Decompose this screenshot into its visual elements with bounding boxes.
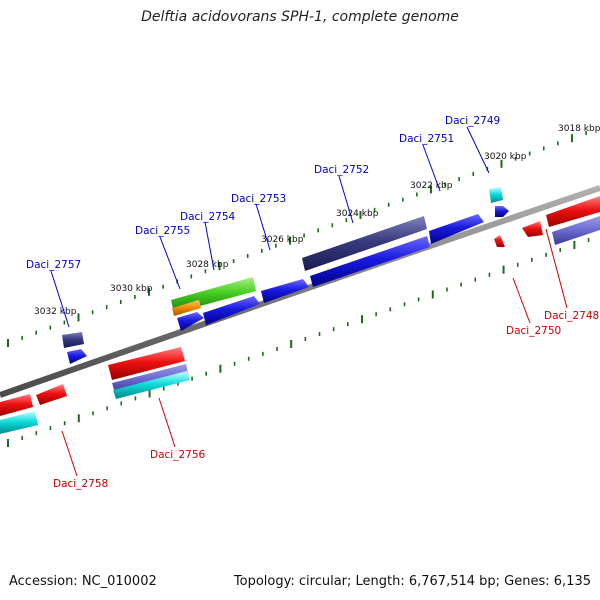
gene-daci-2757[interactable] xyxy=(62,332,84,348)
leader-line xyxy=(422,144,441,192)
gene-daci-2755[interactable] xyxy=(172,300,201,316)
map-title: Delftia acidovorans SPH-1, complete geno… xyxy=(141,9,459,25)
gene-blue-3030[interactable] xyxy=(177,312,204,331)
genome-backbone xyxy=(0,185,600,398)
gene-daci-2752[interactable] xyxy=(310,236,430,287)
tick-row-lower xyxy=(7,238,590,447)
ruler-label: 3024 kbp xyxy=(336,209,379,219)
leader-line xyxy=(61,430,78,477)
gene-label: Daci_2755 xyxy=(135,225,190,237)
leader-line xyxy=(545,228,568,309)
gene-blue-3028[interactable] xyxy=(203,296,260,325)
gene-label: Daci_2754 xyxy=(180,211,236,223)
gene-daci-2756[interactable] xyxy=(108,347,185,380)
gene-label: Daci_2752 xyxy=(314,164,369,176)
topology-text: Topology: circular; Length: 6,767,514 bp… xyxy=(233,574,591,589)
gene-daci-2749[interactable] xyxy=(495,206,509,217)
gene-daci-2748[interactable] xyxy=(546,196,600,227)
gene-red-small[interactable] xyxy=(522,221,543,237)
tick-row-upper xyxy=(7,131,587,347)
leader-line xyxy=(204,221,215,271)
ruler-label: 3032 kbp xyxy=(34,307,77,317)
leader-line xyxy=(50,270,70,328)
leader-line xyxy=(158,397,176,448)
gene-label: Daci_2756 xyxy=(150,449,206,461)
gene-daci-2750[interactable] xyxy=(494,235,505,247)
gene-slate-2748[interactable] xyxy=(552,216,600,245)
ruler-label: 3030 kbp xyxy=(110,284,153,294)
gene-daci-2758[interactable] xyxy=(36,384,67,405)
gene-label: Daci_2757 xyxy=(26,259,81,271)
ruler-label: 3022 kbp xyxy=(410,181,453,191)
leader-line xyxy=(512,277,531,324)
ruler-label: 3026 kbp xyxy=(261,235,304,245)
gene-label: Daci_2749 xyxy=(445,115,500,127)
gene-label: Daci_2751 xyxy=(399,133,454,145)
gene-red-left[interactable] xyxy=(0,394,33,416)
gene-cyan-left[interactable] xyxy=(0,411,38,434)
gene-blue-3026[interactable] xyxy=(261,279,309,303)
gene-daci-2751[interactable] xyxy=(489,187,503,203)
forward-strand-genes xyxy=(62,187,509,364)
leader-line xyxy=(338,175,354,224)
leader-line xyxy=(255,203,271,251)
gene-label: Daci_2748 xyxy=(544,310,599,322)
ruler-label: 3020 kbp xyxy=(484,152,527,162)
leader-line xyxy=(159,236,181,290)
leader-line xyxy=(466,126,490,174)
gene-label: Daci_2758 xyxy=(53,478,108,490)
gene-daci-2753[interactable] xyxy=(302,216,427,271)
gene-label: Daci_2750 xyxy=(506,325,561,337)
gene-daci-2752-b[interactable] xyxy=(429,214,484,244)
accession-text: Accession: NC_010002 xyxy=(9,574,157,589)
ruler-label: 3028 kbp xyxy=(186,260,229,270)
gene-label: Daci_2753 xyxy=(231,193,286,205)
gene-cyan-2756[interactable] xyxy=(113,371,190,399)
reverse-strand-genes xyxy=(0,196,600,434)
ruler-label: 3018 kbp xyxy=(558,124,600,134)
gene-blue-3032[interactable] xyxy=(67,349,87,364)
